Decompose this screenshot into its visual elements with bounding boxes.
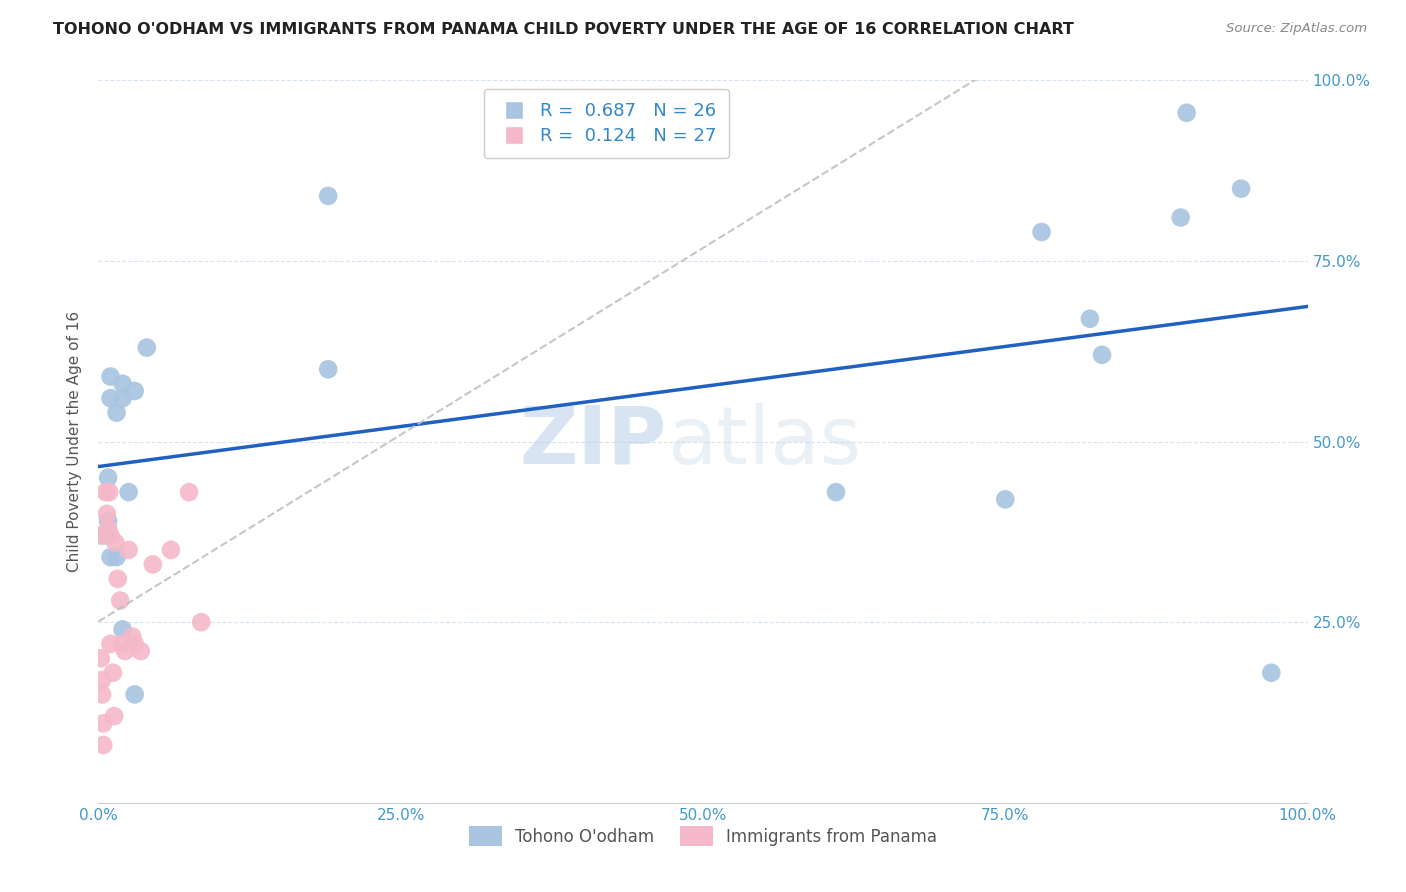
Point [994, 492, 1017, 507]
Point [111, 623, 134, 637]
Point [105, 406, 128, 420]
Point [142, 558, 165, 572]
Point [1031, 225, 1053, 239]
Text: TOHONO O'ODHAM VS IMMIGRANTS FROM PANAMA CHILD POVERTY UNDER THE AGE OF 16 CORRE: TOHONO O'ODHAM VS IMMIGRANTS FROM PANAMA… [53, 22, 1074, 37]
Point [100, 369, 122, 384]
Point [135, 341, 157, 355]
Point [100, 391, 122, 405]
Point [1260, 665, 1282, 680]
Text: Source: ZipAtlas.com: Source: ZipAtlas.com [1226, 22, 1367, 36]
Point [111, 391, 134, 405]
Point [118, 542, 141, 557]
Text: atlas: atlas [666, 402, 860, 481]
Point [1078, 311, 1101, 326]
Point [124, 384, 146, 398]
Point [90, 651, 112, 665]
Point [316, 362, 339, 376]
Point [96, 507, 118, 521]
Point [97, 470, 120, 484]
Point [316, 189, 339, 203]
Point [98, 485, 121, 500]
Point [160, 542, 183, 557]
Point [97, 514, 120, 528]
Point [97, 521, 120, 535]
Point [1230, 182, 1253, 196]
Point [179, 485, 201, 500]
Point [101, 665, 124, 680]
Text: ZIP: ZIP [519, 402, 666, 481]
Point [190, 615, 212, 630]
Legend: Tohono O'odham, Immigrants from Panama: Tohono O'odham, Immigrants from Panama [463, 820, 943, 852]
Point [100, 550, 122, 565]
Point [118, 485, 141, 500]
Point [91, 673, 114, 687]
Point [100, 528, 122, 542]
Point [105, 550, 128, 565]
Point [107, 572, 129, 586]
Point [108, 593, 131, 607]
Point [91, 687, 114, 701]
Point [94, 485, 117, 500]
Point [91, 716, 114, 731]
Point [1170, 211, 1192, 225]
Point [103, 709, 125, 723]
Point [129, 644, 152, 658]
Point [104, 535, 127, 549]
Point [121, 630, 143, 644]
Point [111, 637, 134, 651]
Point [91, 738, 114, 752]
Point [100, 637, 122, 651]
Point [1091, 348, 1114, 362]
Point [825, 485, 848, 500]
Point [1175, 105, 1198, 120]
Point [124, 637, 146, 651]
Point [93, 528, 115, 542]
Point [114, 644, 136, 658]
Point [111, 376, 134, 391]
Point [124, 687, 146, 701]
Point [90, 528, 112, 542]
Y-axis label: Child Poverty Under the Age of 16: Child Poverty Under the Age of 16 [67, 311, 83, 572]
